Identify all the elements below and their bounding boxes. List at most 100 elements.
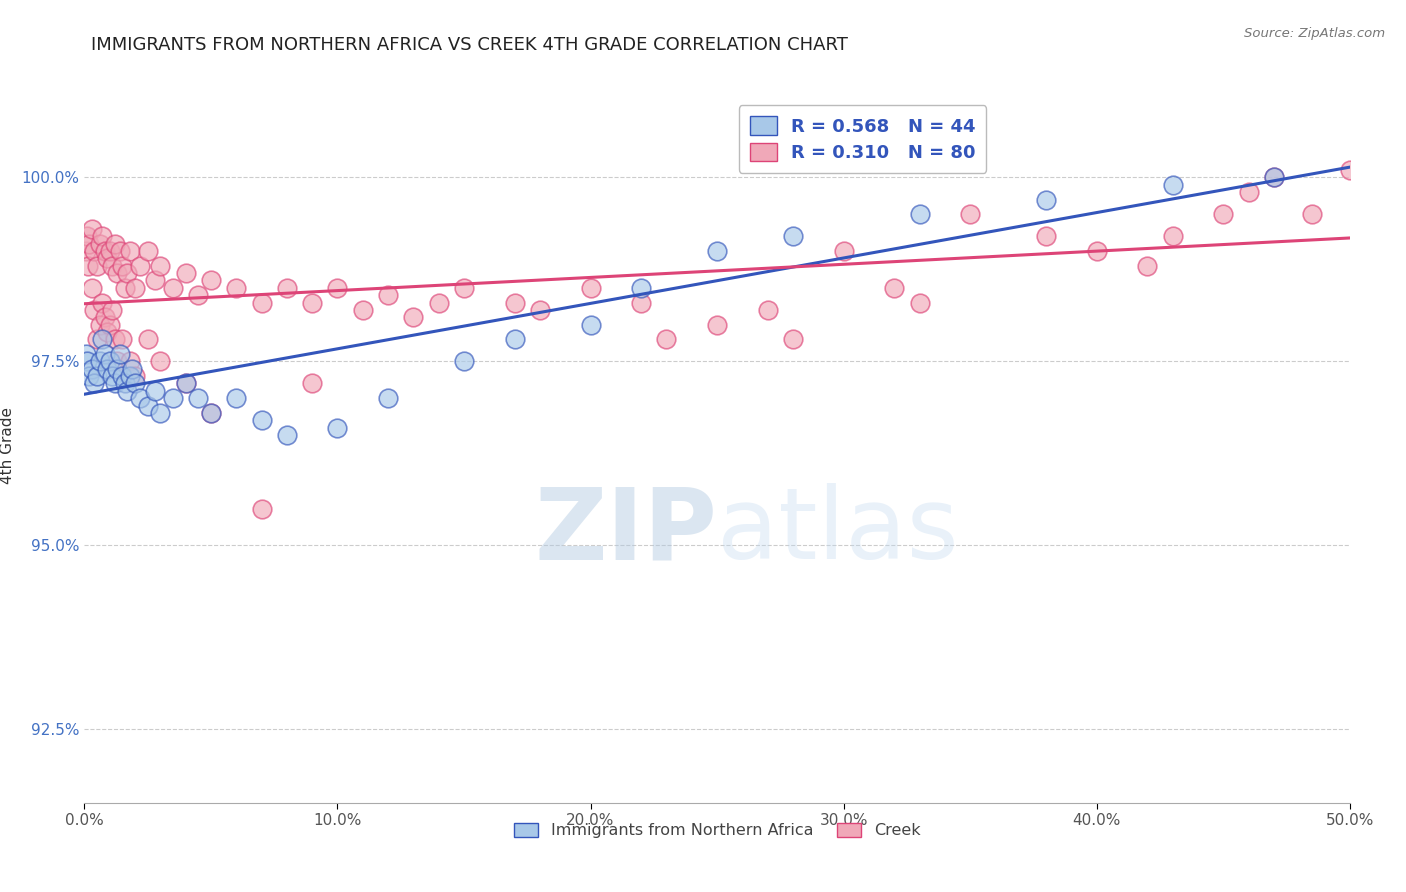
Point: [276, 428, 298, 442]
Point: [149, 406, 172, 420]
Point: [93, 310, 115, 325]
Point: [630, 295, 652, 310]
Point: [1161, 229, 1184, 244]
Point: [79, 369, 101, 384]
Point: [187, 391, 209, 405]
Point: [121, 361, 143, 376]
Point: [1301, 207, 1323, 221]
Point: [503, 332, 526, 346]
Point: [301, 295, 323, 310]
Point: [75, 244, 97, 258]
Point: [80, 361, 103, 376]
Point: [101, 369, 124, 384]
Point: [174, 266, 197, 280]
Point: [118, 244, 141, 258]
Point: [200, 406, 222, 420]
Point: [96, 252, 118, 266]
Point: [83, 376, 105, 391]
Point: [402, 310, 425, 325]
Point: [76, 354, 98, 368]
Point: [89, 236, 111, 251]
Point: [579, 318, 602, 332]
Point: [129, 391, 152, 405]
Point: [111, 259, 134, 273]
Point: [98, 244, 121, 258]
Point: [89, 354, 111, 368]
Point: [98, 354, 121, 368]
Point: [1161, 178, 1184, 192]
Point: [162, 391, 184, 405]
Point: [1237, 185, 1260, 199]
Point: [630, 281, 652, 295]
Point: [136, 332, 159, 346]
Point: [136, 399, 159, 413]
Point: [1263, 170, 1285, 185]
Point: [352, 302, 374, 317]
Point: [579, 281, 602, 295]
Point: [883, 281, 905, 295]
Point: [101, 302, 124, 317]
Point: [503, 295, 526, 310]
Point: [104, 376, 127, 391]
Point: [143, 273, 166, 287]
Point: [104, 236, 127, 251]
Point: [529, 302, 551, 317]
Point: [1136, 259, 1159, 273]
Point: [1035, 229, 1057, 244]
Point: [75, 347, 97, 361]
Point: [377, 391, 399, 405]
Point: [114, 281, 136, 295]
Point: [225, 391, 247, 405]
Point: [96, 361, 118, 376]
Point: [108, 347, 131, 361]
Point: [93, 347, 115, 361]
Point: [250, 501, 273, 516]
Point: [105, 266, 128, 280]
Point: [86, 332, 108, 346]
Point: [250, 413, 273, 427]
Point: [1339, 163, 1361, 178]
Text: ZIP: ZIP: [534, 483, 717, 580]
Point: [782, 332, 804, 346]
Point: [124, 281, 146, 295]
Point: [86, 369, 108, 384]
Point: [111, 332, 134, 346]
Point: [276, 281, 298, 295]
Point: [98, 318, 121, 332]
Point: [111, 369, 134, 384]
Point: [79, 236, 101, 251]
Point: [89, 318, 111, 332]
Point: [427, 295, 450, 310]
Point: [174, 376, 197, 391]
Point: [326, 420, 349, 434]
Point: [76, 229, 98, 244]
Point: [149, 259, 172, 273]
Point: [706, 318, 728, 332]
Point: [91, 229, 114, 244]
Point: [83, 302, 105, 317]
Point: [104, 332, 127, 346]
Point: [453, 281, 475, 295]
Point: [162, 281, 184, 295]
Point: [200, 273, 222, 287]
Point: [114, 376, 136, 391]
Point: [117, 266, 139, 280]
Point: [136, 244, 159, 258]
Point: [91, 295, 114, 310]
Point: [832, 244, 855, 258]
Text: IMMIGRANTS FROM NORTHERN AFRICA VS CREEK 4TH GRADE CORRELATION CHART: IMMIGRANTS FROM NORTHERN AFRICA VS CREEK…: [91, 36, 848, 54]
Point: [124, 376, 146, 391]
Point: [86, 259, 108, 273]
Point: [101, 259, 124, 273]
Point: [655, 332, 678, 346]
Text: Source: ZipAtlas.com: Source: ZipAtlas.com: [1244, 27, 1385, 40]
Point: [1085, 244, 1108, 258]
Point: [149, 354, 172, 368]
Point: [96, 325, 118, 339]
Point: [124, 369, 146, 384]
Point: [187, 288, 209, 302]
Point: [174, 376, 197, 391]
Point: [1263, 170, 1285, 185]
Point: [108, 244, 131, 258]
Point: [908, 207, 931, 221]
